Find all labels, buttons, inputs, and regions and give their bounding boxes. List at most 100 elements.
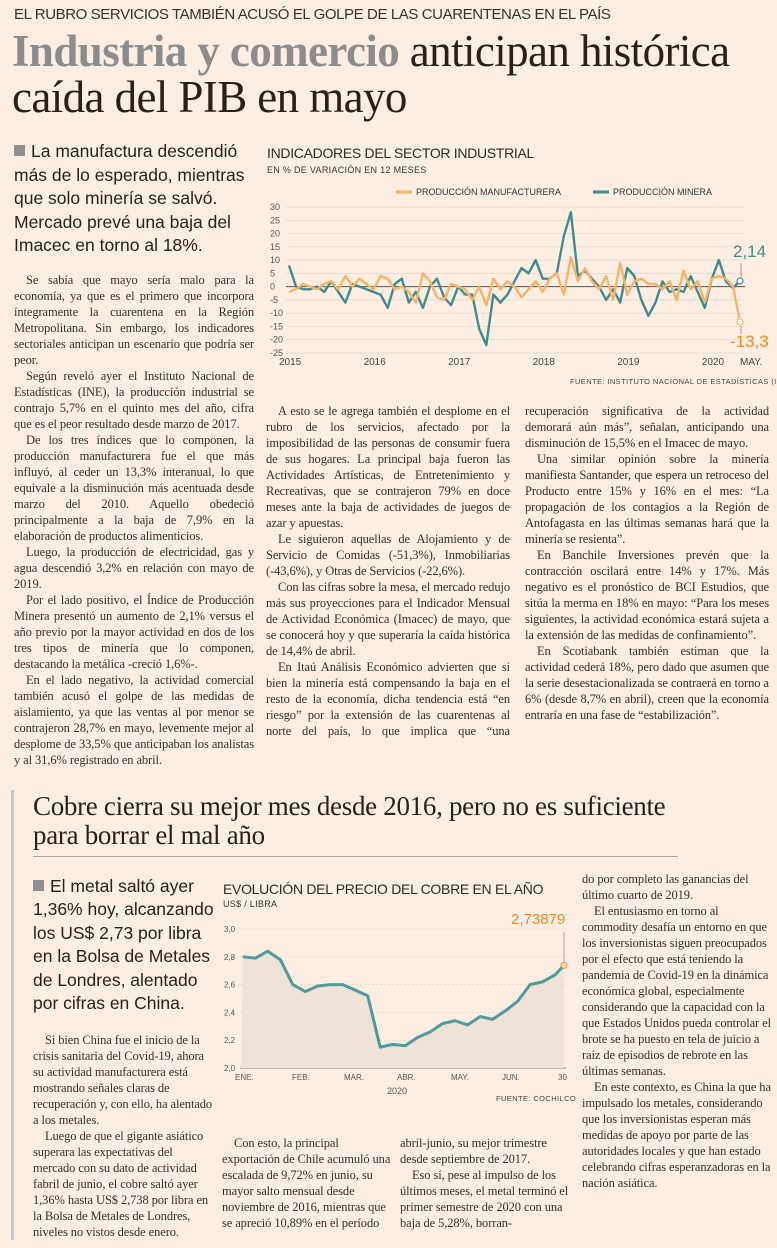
x-tick-label: JUN. bbox=[502, 1073, 520, 1082]
area-fill bbox=[241, 950, 564, 1068]
paragraph: Con las cifras sobre la mesa, el mercado… bbox=[266, 580, 510, 658]
chart2: 3,0 2,8 2,6 2,4 2,2 2,0 2,73879 ENE. FEB. MAR. ABR… bbox=[224, 911, 568, 1096]
x-tick-label: MAY. bbox=[451, 1073, 469, 1082]
paragraph: A esto se le agrega también el desplome … bbox=[266, 404, 510, 530]
article1-right-area: 30 25 20 15 10 5 0 -5 -10 -15 -20 -25 2015 2016 2017 20… bbox=[260, 140, 777, 768]
chart1-title: INDICADORES DEL SECTOR INDUSTRIAL bbox=[267, 145, 535, 161]
end-label-manufacturera: -13,3 bbox=[730, 332, 769, 351]
article2-middle: 3,0 2,8 2,6 2,4 2,2 2,0 2,73879 ENE. FEB. MAR. ABR… bbox=[215, 875, 576, 1240]
price-line bbox=[242, 949, 566, 1049]
article2-deck: El metal saltó ayer 1,36% hoy, alcanzand… bbox=[33, 875, 215, 1016]
article1-columns-2-3: A esto se le agrega también el desplome … bbox=[260, 385, 777, 739]
end-point-marker bbox=[736, 318, 744, 326]
article2-middle-columns: Con esto, la principal exportación de Ch… bbox=[215, 1135, 575, 1231]
paragraph: En Itaú Análisis Económico advierten que… bbox=[266, 404, 769, 738]
x-tick-label: 2019 bbox=[617, 357, 640, 368]
article2: Cobre cierra su mejor mes desde 2016, pe… bbox=[11, 789, 777, 1240]
x-tick-label: ENE. bbox=[235, 1073, 254, 1082]
paragraph: Luego, la producción de electricidad, ga… bbox=[14, 544, 254, 591]
legend-label: PRODUCCIÓN MANUFACTURERA bbox=[416, 187, 561, 197]
article2-left-column: El metal saltó ayer 1,36% hoy, alcanzand… bbox=[33, 875, 215, 1240]
end-point-marker bbox=[736, 277, 744, 285]
y-tick-label: 10 bbox=[270, 255, 280, 265]
paragraph: Una similar opinión sobre la minería man… bbox=[525, 452, 769, 546]
y-tick-label: 0 bbox=[270, 282, 275, 292]
article2-column-4: do por completo las ganancias del último… bbox=[582, 871, 774, 1240]
article2-body: El metal saltó ayer 1,36% hoy, alcanzand… bbox=[33, 872, 777, 1240]
deck-text: La manufactura descendió más de lo esper… bbox=[14, 141, 245, 255]
paragraph: Eso sí, pese al impulso de los últimos m… bbox=[400, 1167, 569, 1230]
headline: Industria y comercio anticipan histórica… bbox=[12, 28, 772, 120]
y-tick-label: -25 bbox=[270, 348, 283, 358]
chart2-title: EVOLUCIÓN DEL PRECIO DEL COBRE EN EL AÑO bbox=[223, 880, 544, 897]
x-tick-label: 2016 bbox=[364, 357, 387, 368]
paragraph: Si bien China fue el inicio de la crisis… bbox=[33, 1032, 213, 1127]
paragraph: Con esto, la principal exportación de Ch… bbox=[222, 1135, 391, 1230]
x-tick-label: 30 bbox=[558, 1073, 567, 1082]
paragraph: De los tres índices que lo componen, la … bbox=[14, 432, 254, 543]
article1-body: La manufactura descendió más de lo esper… bbox=[0, 140, 777, 768]
article2-headline: Cobre cierra su mejor mes desde 2016, pe… bbox=[33, 790, 666, 850]
series-line-manufacturera bbox=[288, 256, 742, 323]
paragraph: do por completo las ganancias del último… bbox=[582, 871, 749, 902]
legend-label: PRODUCCIÓN MINERA bbox=[613, 187, 712, 197]
paragraph: Según reveló ayer el Instituto Nacional … bbox=[14, 368, 254, 431]
end-label: 2,73879 bbox=[511, 911, 565, 928]
x-tick-label: FEB. bbox=[292, 1073, 310, 1082]
x-tick-label: 2015 bbox=[279, 357, 302, 368]
paragraph: En Scotiabank también estiman que la act… bbox=[525, 644, 769, 722]
y-tick-label: -15 bbox=[270, 321, 283, 331]
chart1-source: FUENTE: INSTITUTO NACIONAL DE ESTADÍSTIC… bbox=[570, 377, 777, 386]
paragraph: El entusiasmo en torno al commodity desa… bbox=[582, 903, 771, 1078]
y-tick-label: 2,4 bbox=[224, 1008, 236, 1017]
chart1-container: 30 25 20 15 10 5 0 -5 -10 -15 -20 -25 2015 2016 2017 20… bbox=[260, 140, 777, 386]
x-tick-label: 2020 bbox=[702, 357, 725, 368]
headline-rest: anticipan histórica caída del PIB en may… bbox=[12, 26, 730, 122]
paragraph: Se sabía que mayo sería malo para la eco… bbox=[14, 272, 254, 367]
y-tick-label: -20 bbox=[270, 335, 283, 345]
x-tick-label: 2018 bbox=[533, 357, 556, 368]
paragraph: En este contexto, es China la que ha imp… bbox=[582, 1079, 771, 1190]
y-tick-label: 2,0 bbox=[224, 1064, 236, 1073]
chart2-container: 3,0 2,8 2,6 2,4 2,2 2,0 2,73879 ENE. FEB. MAR. ABR… bbox=[215, 875, 580, 1105]
chart2-subtitle: US$ / LIBRA bbox=[223, 898, 278, 909]
article1-left-column: La manufactura descendió más de lo esper… bbox=[14, 140, 254, 768]
y-tick-label: 2,6 bbox=[224, 980, 236, 989]
x-tick-label: MAR. bbox=[344, 1073, 364, 1082]
x-year-label: 2020 bbox=[387, 1086, 407, 1096]
x-tick-label: ABR. bbox=[397, 1073, 416, 1082]
y-tick-label: -5 bbox=[270, 295, 278, 305]
deck-text: El metal saltó ayer 1,36% hoy, alcanzand… bbox=[33, 875, 214, 1014]
y-tick-label: 2,2 bbox=[224, 1036, 236, 1045]
deck: La manufactura descendió más de lo esper… bbox=[14, 140, 254, 258]
square-bullet-icon bbox=[14, 145, 25, 156]
y-tick-label: 20 bbox=[270, 229, 280, 239]
divider bbox=[33, 855, 678, 857]
article2-column-1: Si bien China fue el inicio de la crisis… bbox=[33, 1032, 215, 1240]
chart2-source: FUENTE: COCHILCO bbox=[496, 1093, 577, 1103]
headline-strong: Industria y comercio bbox=[12, 26, 400, 76]
end-label-minera: 2,14 bbox=[733, 242, 766, 261]
end-point-marker bbox=[560, 961, 568, 969]
article1-column-1: Se sabía que mayo sería malo para la eco… bbox=[14, 272, 254, 768]
paragraph: Le siguieron aquellas de Alojamiento y d… bbox=[266, 532, 510, 578]
x-tick-label: MAY. bbox=[740, 357, 762, 368]
y-tick-label: 5 bbox=[270, 268, 275, 278]
y-tick-label: -10 bbox=[270, 308, 283, 318]
y-tick-label: 25 bbox=[270, 215, 280, 225]
article2-column-3: abril-junio, su mejor trimestre desde se… bbox=[400, 1135, 575, 1231]
chart1-subtitle: EN % DE VARIACIÓN EN 12 MESES bbox=[267, 165, 427, 175]
paragraph: En Banchile Inversiones prevén que la co… bbox=[525, 548, 769, 642]
y-tick-label: 30 bbox=[270, 202, 280, 212]
y-tick-label: 2,8 bbox=[224, 952, 236, 961]
paragraph: En el lado negativo, la actividad comerc… bbox=[14, 672, 254, 767]
y-tick-label: 15 bbox=[270, 242, 280, 252]
y-tick-label: 3,0 bbox=[224, 925, 236, 934]
paragraph: Por el lado positivo, el Índice de Produ… bbox=[14, 592, 254, 671]
kicker: EL RUBRO SERVICIOS TAMBIÉN ACUSÓ EL GOLP… bbox=[14, 6, 611, 23]
square-bullet-icon bbox=[33, 879, 44, 891]
article2-column-2: Con esto, la principal exportación de Ch… bbox=[222, 1135, 394, 1231]
series-line-minera bbox=[287, 211, 741, 347]
paragraph: abril-junio, su mejor trimestre desde se… bbox=[400, 1135, 547, 1166]
